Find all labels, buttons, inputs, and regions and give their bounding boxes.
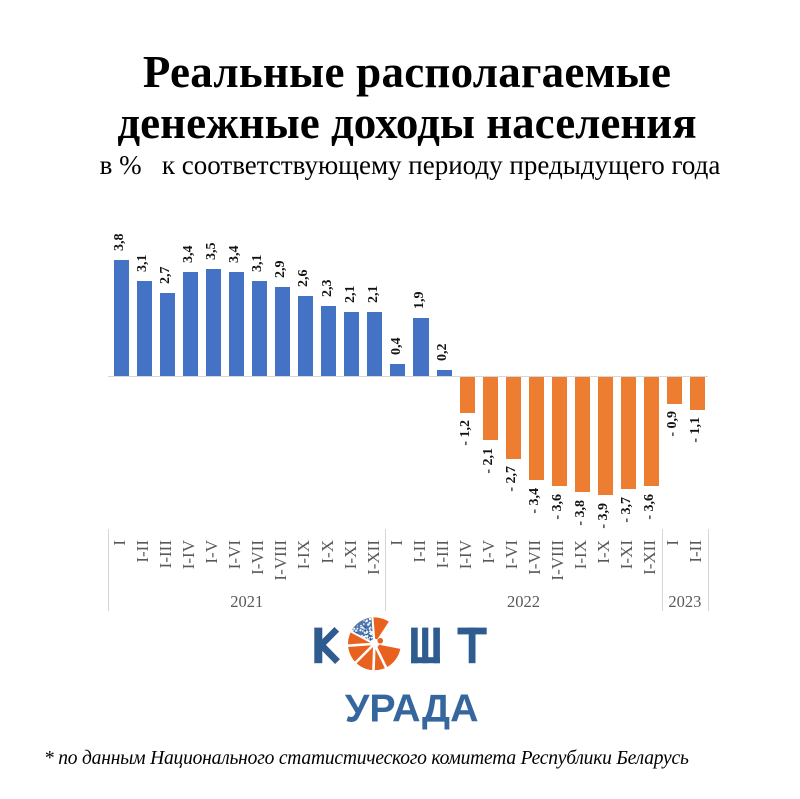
svg-text:УРАДА: УРАДА (345, 687, 479, 730)
